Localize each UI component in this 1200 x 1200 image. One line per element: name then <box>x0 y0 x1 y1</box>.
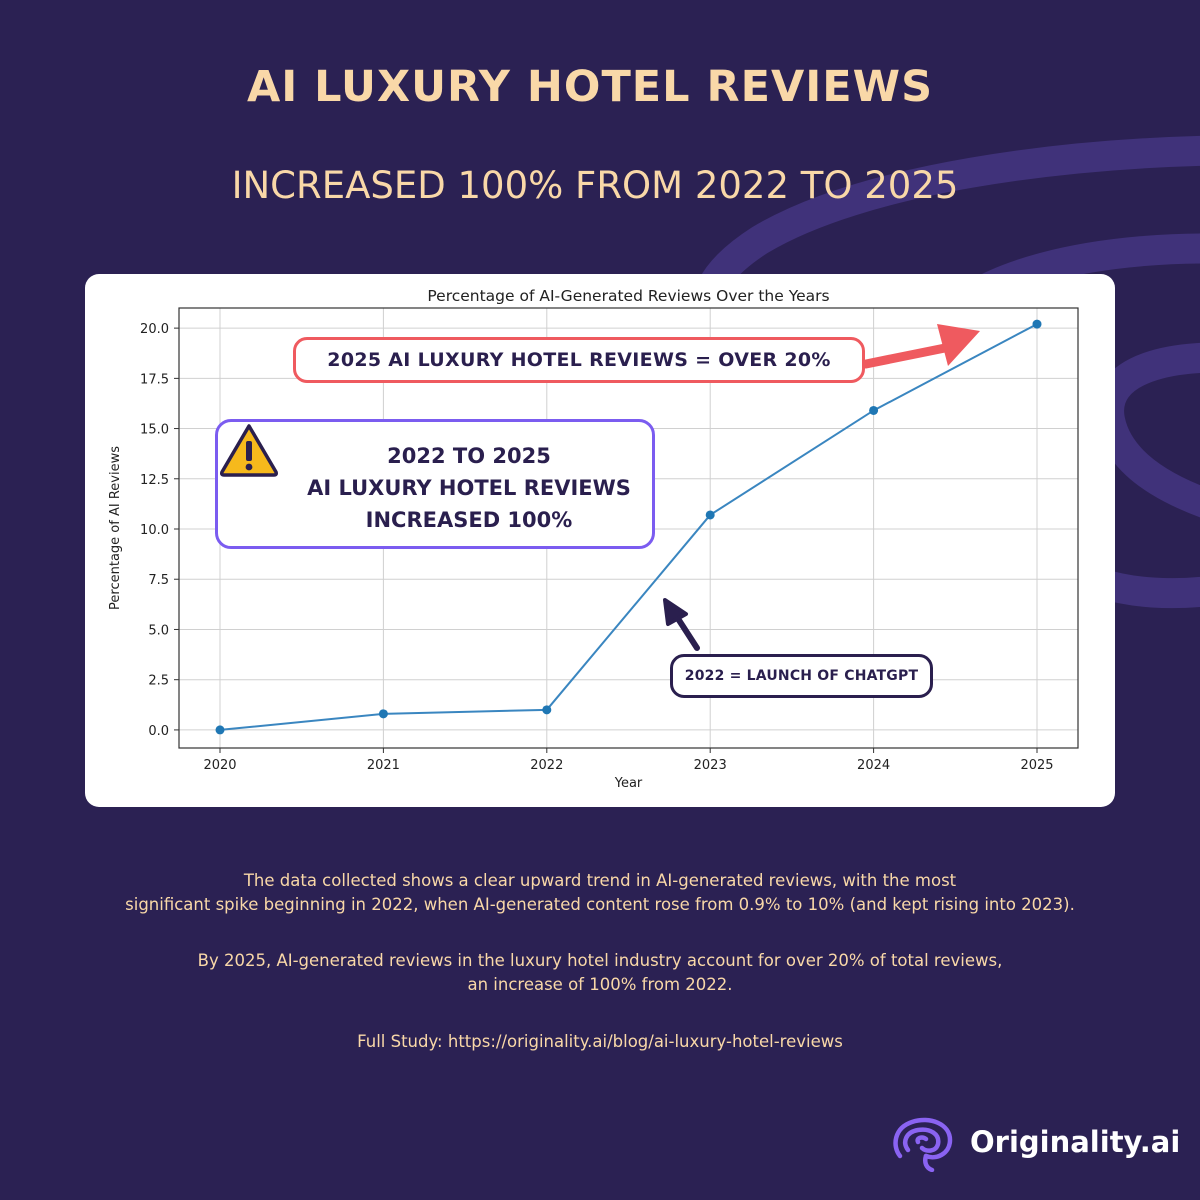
x-tick-label: 2021 <box>367 758 400 773</box>
callout-chatgpt-launch: 2022 = LAUNCH OF CHATGPT <box>670 654 933 698</box>
data-point <box>705 510 715 520</box>
chart-title: Percentage of AI-Generated Reviews Over … <box>427 287 829 305</box>
callout-line-years: 2022 TO 2025 <box>387 444 551 468</box>
series-line <box>219 323 1038 731</box>
data-point <box>215 725 225 735</box>
x-axis-label: Year <box>614 776 643 791</box>
x-tick-label: 2022 <box>530 758 563 773</box>
y-tick-label: 10.0 <box>140 523 169 538</box>
plot-frame <box>178 307 1079 749</box>
subheadline: INCREASED 100% FROM 2022 TO 2025 <box>231 164 959 207</box>
headline: AI LUXURY HOTEL REVIEWS <box>246 62 934 112</box>
y-tick-label: 17.5 <box>140 372 169 387</box>
y-tick-label: 20.0 <box>140 322 169 337</box>
full-study-text[interactable]: Full Study: https://originality.ai/blog/… <box>357 1032 843 1051</box>
y-tick-label: 2.5 <box>148 674 169 689</box>
red-arrow-shaft <box>861 343 950 369</box>
data-point <box>1032 319 1042 329</box>
data-point <box>869 405 879 415</box>
description-paragraph-2: By 2025, AI-generated reviews in the lux… <box>0 949 1200 997</box>
x-tick-label: 2023 <box>694 758 727 773</box>
red-arrow-head <box>937 324 980 366</box>
dark-arrow-head <box>663 598 688 626</box>
description-line: By 2025, AI-generated reviews in the lux… <box>197 951 1003 970</box>
brain-swirl-icon <box>893 1117 953 1172</box>
callout-2025-over-20: 2025 AI LUXURY HOTEL REVIEWS = OVER 20% <box>293 337 865 383</box>
data-point <box>542 705 552 715</box>
description-line: significant spike beginning in 2022, whe… <box>125 895 1075 914</box>
callout-chatgpt-text: 2022 = LAUNCH OF CHATGPT <box>684 668 919 684</box>
brand-logo: Originality.ai <box>890 1116 1180 1172</box>
x-tick-label: 2024 <box>857 758 890 773</box>
y-tick-label: 0.0 <box>148 724 169 739</box>
chart-card: 0.0 2.5 5.0 7.5 10.0 12.5 15.0 17.5 20.0 2020 2021… <box>85 274 1115 807</box>
callout-line-reviews: AI LUXURY HOTEL REVIEWS <box>307 476 631 500</box>
callout-2025-text: 2025 AI LUXURY HOTEL REVIEWS = OVER 20% <box>327 349 831 371</box>
data-point <box>378 709 388 719</box>
description-line: The data collected shows a clear upward … <box>243 871 957 890</box>
brand-name: Originality.ai <box>970 1125 1181 1159</box>
y-tick-label: 15.0 <box>140 423 169 438</box>
callout-increase-100: 2022 TO 2025 AI LUXURY HOTEL REVIEWS INC… <box>215 419 655 549</box>
description-paragraph-1: The data collected shows a clear upward … <box>0 869 1200 917</box>
callout-line-increase: INCREASED 100% <box>365 508 573 532</box>
y-tick-label: 12.5 <box>140 473 169 488</box>
y-tick-label: 7.5 <box>148 573 169 588</box>
warning-icon <box>220 424 278 477</box>
full-study-link[interactable]: Full Study: https://originality.ai/blog/… <box>0 1030 1200 1054</box>
x-tick-label: 2020 <box>203 758 236 773</box>
x-tick-label: 2025 <box>1020 758 1053 773</box>
y-tick-label: 5.0 <box>148 623 169 638</box>
description-line: an increase of 100% from 2022. <box>467 975 733 994</box>
y-axis-label: Percentage of AI Reviews <box>108 446 123 610</box>
